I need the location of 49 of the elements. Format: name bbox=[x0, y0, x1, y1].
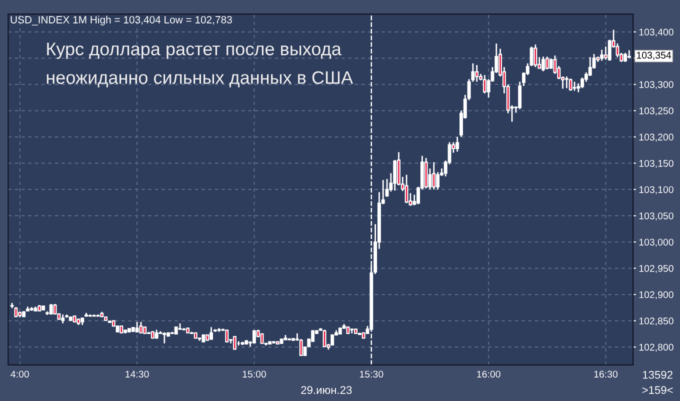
candlestick bbox=[534, 44, 538, 68]
candlestick bbox=[225, 329, 229, 344]
candlestick bbox=[393, 159, 397, 192]
y-tick-label: 103,300 bbox=[639, 81, 674, 90]
chart-subtitle: USD_INDEX 1M High = 103,404 Low = 102,783 bbox=[10, 16, 232, 26]
x-tick-label: 15:00 bbox=[242, 370, 266, 378]
x-tick-label: 14:30 bbox=[126, 370, 149, 378]
x-tick-label: 16:00 bbox=[477, 370, 500, 378]
y-tick-label: 103,150 bbox=[639, 160, 674, 168]
text: 13592 bbox=[642, 370, 672, 379]
y-tick-label: 103,400 bbox=[639, 28, 674, 37]
candlestick bbox=[564, 76, 568, 89]
text: >159< bbox=[642, 386, 673, 394]
candlestick bbox=[482, 74, 486, 94]
y-tick-label: 103,100 bbox=[639, 186, 674, 194]
candlestick bbox=[580, 76, 584, 89]
candlestick bbox=[232, 335, 236, 350]
candlestick bbox=[600, 49, 604, 62]
candlestick bbox=[404, 174, 408, 204]
candlestick bbox=[135, 321, 139, 334]
candlestick bbox=[436, 171, 440, 190]
annotation: 103,354 bbox=[636, 52, 672, 60]
candlestick bbox=[545, 56, 549, 70]
candlestick bbox=[252, 330, 256, 344]
candlestick bbox=[162, 332, 166, 344]
candlestick bbox=[139, 321, 143, 334]
y-tick-label: 102,850 bbox=[639, 318, 674, 326]
text: 29.июн.23 bbox=[301, 386, 352, 394]
y-tick-label: 102,950 bbox=[639, 264, 674, 274]
candlestick bbox=[210, 326, 213, 340]
y-tick-label: 103,250 bbox=[639, 107, 674, 116]
y-tick-label: 103,200 bbox=[639, 134, 674, 142]
x-tick-label: 16:30 bbox=[594, 370, 618, 378]
candlestick bbox=[568, 78, 572, 92]
text: Курс доллара растет после выхода неожиданно сильных данных в США bbox=[46, 42, 354, 88]
candlestick bbox=[49, 303, 53, 316]
y-tick-label: 102,800 bbox=[639, 344, 674, 352]
candlestick bbox=[322, 329, 326, 348]
candlestick bbox=[299, 338, 303, 357]
x-tick-label: 15:30 bbox=[360, 370, 384, 378]
y-tick-label: 103,000 bbox=[639, 238, 674, 247]
candlestick bbox=[456, 136, 460, 152]
candlestick bbox=[475, 64, 479, 82]
candlestick bbox=[542, 56, 545, 72]
y-tick-label: 102,900 bbox=[639, 291, 674, 300]
y-tick-label: 103,050 bbox=[639, 212, 674, 221]
x-tick-label: 4:00 bbox=[10, 370, 29, 378]
candlestick bbox=[553, 54, 557, 75]
candlestick bbox=[432, 161, 436, 190]
